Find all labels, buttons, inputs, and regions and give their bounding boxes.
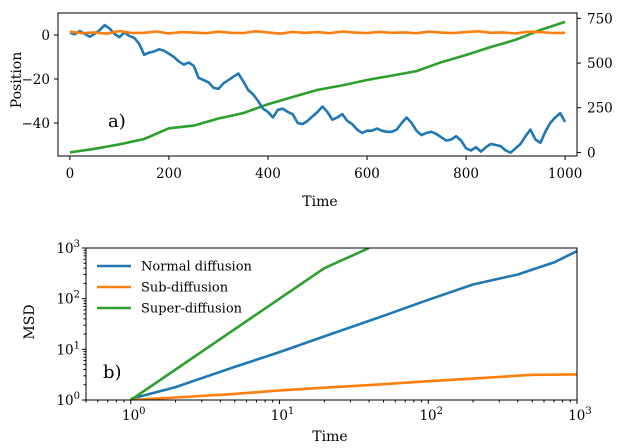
- panel-a-x-tick-label: 800: [453, 166, 479, 182]
- panel-a-y2-tick-label: 500: [587, 56, 613, 72]
- panel-b-ticks: 100 101 102 103 100 101 102 103: [56, 239, 591, 424]
- panel-b-y-tick-label: 100: [56, 391, 80, 409]
- panel-a-x-tick-label: 400: [255, 166, 281, 182]
- panel-b-msd-chart: 100 101 102 103 100 101 102 103 Normal diffusio…: [22, 239, 592, 445]
- panel-a-x-tick-label: 200: [156, 166, 182, 182]
- panel-b-label: b): [103, 362, 122, 383]
- panel-a-ticks: 0 200 400 600 800 1000 0 −20 −40 0 250 500 750: [22, 11, 613, 182]
- legend-label-1: Sub-diffusion: [141, 281, 229, 296]
- panel-a-frame: [57, 12, 578, 157]
- panel-b-y-tick-label: 102: [56, 290, 80, 308]
- panel-a-y-axis-title: Position: [9, 52, 25, 109]
- panel-a-series: [69, 20, 567, 154]
- panel-b-series-line-2: [130, 248, 370, 400]
- panel-a-series-line-2: [69, 20, 566, 154]
- panel-b-y-axis-title: MSD: [22, 304, 38, 339]
- panel-b-x-tick-label: 101: [271, 406, 295, 424]
- panel-a-y-tick-label: 0: [41, 28, 50, 44]
- panel-b-series: [130, 248, 577, 400]
- panel-b-legend: Normal diffusion Sub-diffusion Super-diffu…: [97, 260, 253, 317]
- panel-a-x-axis-title: Time: [302, 194, 337, 210]
- panel-a-position-chart: 0 200 400 600 800 1000 0 −20 −40 0 250 500 750 a) Ti…: [9, 11, 613, 210]
- legend-label-0: Normal diffusion: [141, 260, 253, 275]
- panel-b-y-tick-label: 101: [56, 340, 80, 358]
- panel-b-x-axis-title: Time: [312, 429, 347, 445]
- panel-a-x-tick-label: 0: [66, 166, 75, 182]
- panel-b-frame: [85, 247, 578, 401]
- panel-a-y-tick-label: −20: [22, 72, 51, 88]
- panel-b-x-tick-label: 103: [568, 406, 592, 424]
- panel-a-y-tick-label: −40: [22, 116, 51, 132]
- panel-b-series-line-0: [130, 249, 577, 400]
- panel-a-x-tick-label: 1000: [548, 166, 582, 182]
- panel-a-y2-tick-label: 750: [587, 11, 613, 27]
- panel-a-y2-tick-label: 250: [587, 101, 613, 117]
- panel-a-series-line-0: [69, 23, 567, 154]
- panel-b-x-tick-label: 100: [122, 406, 146, 424]
- panel-a-x-tick-label: 600: [354, 166, 380, 182]
- legend-label-2: Super-diffusion: [141, 302, 243, 317]
- panel-b-series-line-1: [130, 373, 577, 400]
- panel-a-label: a): [108, 111, 126, 132]
- panel-b-x-tick-label: 102: [419, 406, 443, 424]
- panel-a-y2-tick-label: 0: [587, 145, 596, 161]
- panel-b-y-tick-label: 103: [56, 239, 80, 257]
- panel-a-series-line-1: [69, 29, 566, 36]
